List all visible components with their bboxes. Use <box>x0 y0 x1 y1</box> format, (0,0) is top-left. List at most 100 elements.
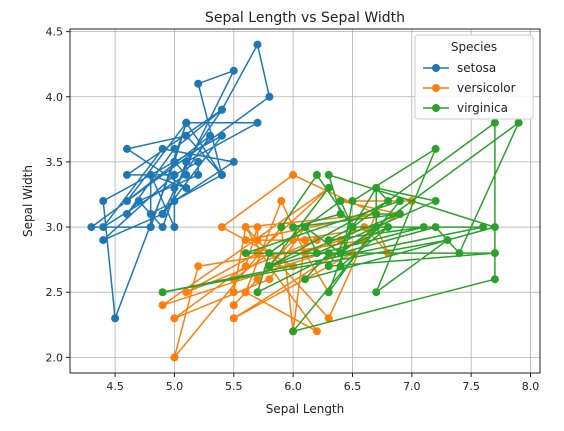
plot-frame <box>69 28 541 374</box>
data-point-setosa <box>182 157 191 166</box>
data-point-setosa <box>182 184 191 192</box>
data-point-virginica <box>490 249 499 258</box>
data-point-versicolor <box>277 197 286 205</box>
data-point-setosa <box>123 170 131 179</box>
data-point-virginica <box>241 249 250 258</box>
data-point-setosa <box>265 92 274 101</box>
x-axis: 4.5 5.0 5.5 6.0 6.5 7.0 7.5 8.0 <box>106 373 539 393</box>
data-point-virginica <box>324 262 333 271</box>
data-point-versicolor <box>241 236 250 245</box>
data-point-virginica <box>443 236 452 245</box>
data-point-setosa <box>217 131 226 140</box>
data-point-virginica <box>324 184 333 192</box>
data-point-virginica <box>490 118 499 127</box>
data-point-versicolor <box>312 327 321 336</box>
data-point-versicolor <box>158 301 167 310</box>
data-point-virginica <box>372 210 381 218</box>
data-point-virginica <box>312 249 321 258</box>
data-point-virginica <box>514 118 523 127</box>
legend-title: Species <box>451 40 497 54</box>
data-point-virginica <box>277 223 286 232</box>
data-point-virginica <box>265 262 274 271</box>
data-point-versicolor <box>241 223 250 232</box>
data-point-setosa <box>146 170 155 179</box>
series-setosa <box>87 40 274 323</box>
data-point-setosa <box>217 170 226 179</box>
data-point-virginica <box>265 249 274 258</box>
data-point-setosa <box>182 131 191 140</box>
data-point-setosa <box>146 223 155 232</box>
data-point-setosa <box>194 79 203 88</box>
data-point-setosa <box>194 157 203 166</box>
data-point-versicolor <box>182 288 191 297</box>
data-point-versicolor <box>253 223 262 232</box>
data-point-setosa <box>158 223 167 232</box>
data-point-versicolor <box>289 170 298 179</box>
data-point-setosa <box>111 314 120 323</box>
data-point-virginica <box>253 288 262 297</box>
data-point-setosa <box>170 197 179 205</box>
data-point-versicolor <box>241 262 250 271</box>
y-axis: 2.0 2.5 3.0 3.5 4.0 4.5 <box>46 26 70 364</box>
legend-label-versicolor: versicolor <box>457 81 516 95</box>
data-point-virginica <box>384 197 393 205</box>
data-point-virginica <box>312 170 321 179</box>
data-point-virginica <box>324 170 333 179</box>
x-tick-label: 4.5 <box>106 380 124 393</box>
data-point-virginica <box>289 327 298 336</box>
y-tick-label: 2.5 <box>46 286 64 299</box>
data-point-virginica <box>301 275 309 284</box>
data-point-virginica <box>455 249 464 258</box>
data-point-versicolor <box>170 353 179 362</box>
data-point-versicolor <box>265 275 274 284</box>
legend-marker-virginica <box>432 104 440 112</box>
data-point-virginica <box>301 223 309 232</box>
data-point-versicolor <box>229 314 238 323</box>
data-point-setosa <box>217 105 226 114</box>
legend-box <box>414 34 534 120</box>
data-point-setosa <box>253 118 262 127</box>
data-point-versicolor <box>170 314 179 323</box>
y-tick-label: 2.0 <box>46 351 64 364</box>
data-point-virginica <box>336 210 345 218</box>
data-point-setosa <box>158 210 167 218</box>
series-virginica <box>158 118 523 336</box>
data-point-virginica <box>336 197 345 205</box>
legend-marker-setosa <box>432 64 440 72</box>
data-point-setosa <box>170 170 179 179</box>
data-point-setosa <box>170 157 179 166</box>
data-point-setosa <box>123 210 131 218</box>
data-point-setosa <box>158 144 167 153</box>
x-tick-label: 6.5 <box>344 380 362 393</box>
data-point-virginica <box>395 197 404 205</box>
data-point-setosa <box>87 223 96 232</box>
data-point-virginica <box>348 223 357 232</box>
data-point-virginica <box>324 288 333 297</box>
data-point-versicolor <box>324 314 333 323</box>
data-point-setosa <box>206 131 215 140</box>
data-point-versicolor <box>301 236 309 245</box>
data-point-virginica <box>348 197 357 205</box>
data-point-virginica <box>490 275 499 284</box>
y-tick-label: 3.0 <box>46 221 64 234</box>
data-point-virginica <box>336 249 345 258</box>
data-point-setosa <box>182 170 191 179</box>
data-point-virginica <box>431 144 440 153</box>
x-tick-label: 5.5 <box>225 380 243 393</box>
data-point-virginica <box>395 210 404 218</box>
data-point-versicolor <box>241 288 250 297</box>
y-tick-label: 3.5 <box>46 156 64 169</box>
data-point-setosa <box>170 184 179 192</box>
x-tick-label: 8.0 <box>522 380 540 393</box>
x-tick-label: 7.5 <box>462 380 480 393</box>
data-point-virginica <box>419 223 428 232</box>
legend-label-virginica: virginica <box>457 101 508 115</box>
x-tick-label: 5.0 <box>166 380 184 393</box>
data-point-versicolor <box>194 262 203 271</box>
data-point-setosa <box>134 197 143 205</box>
data-point-versicolor <box>253 236 262 245</box>
data-point-setosa <box>170 144 179 153</box>
data-point-setosa <box>229 66 238 75</box>
chart-title: Sepal Length vs Sepal Width <box>205 10 405 26</box>
y-tick-label: 4.0 <box>46 91 64 104</box>
